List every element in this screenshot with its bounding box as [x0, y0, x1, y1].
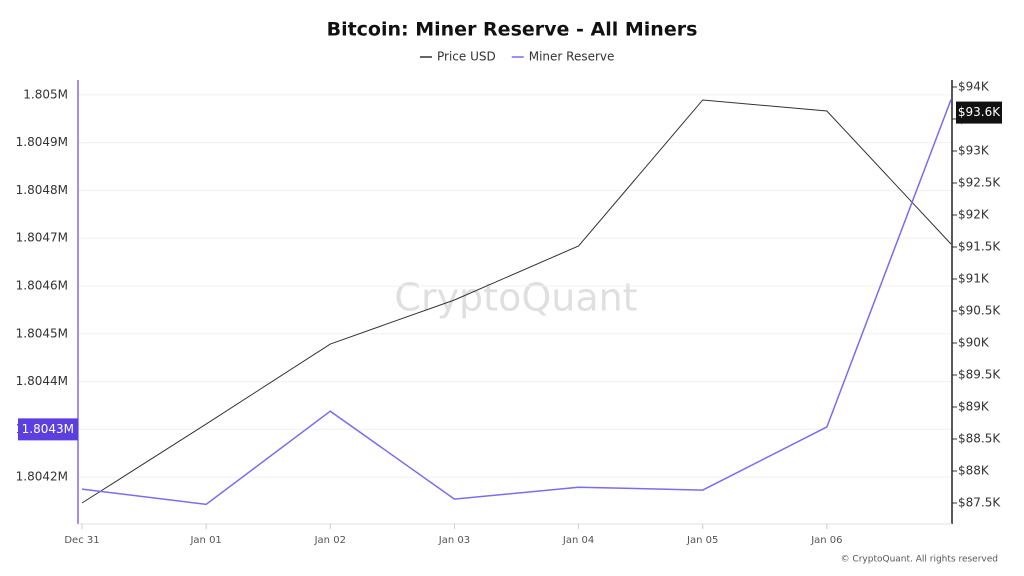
- y2-tick-label: $90K: [958, 335, 990, 349]
- chart-title: Bitcoin: Miner Reserve - All Miners: [327, 19, 698, 41]
- x-tick-label: Jan 01: [189, 535, 221, 546]
- legend-label: Price USD: [437, 50, 496, 64]
- y-tick-label: 1.8049M: [16, 135, 68, 149]
- y2-tick-label: $92K: [958, 207, 990, 221]
- y2-tick-label: $88.5K: [958, 432, 1001, 446]
- y2-tick-label: $87.5K: [958, 496, 1001, 510]
- x-tick-label: Jan 02: [314, 535, 346, 546]
- y2-tick-label: $94K: [958, 79, 990, 93]
- x-tick-label: Jan 04: [562, 535, 594, 546]
- y2-tick-label: $88K: [958, 464, 990, 478]
- y-tick-label: 1.8047M: [16, 231, 68, 245]
- axis-marker-label: $93.6K: [958, 105, 1001, 119]
- y2-tick-label: $93K: [958, 143, 990, 157]
- axis-marker-box: [956, 101, 1002, 124]
- watermark: CryptoQuant: [394, 276, 637, 320]
- legend-label: Miner Reserve: [529, 50, 615, 64]
- x-tick-label: Jan 06: [810, 535, 842, 546]
- series-line: [81, 99, 952, 506]
- y2-tick-label: $91K: [958, 271, 990, 285]
- y-tick-label: 1.805M: [23, 87, 68, 101]
- y2-tick-label: $89.5K: [958, 367, 1001, 381]
- axis-marker-label: 1.8043M: [22, 422, 74, 436]
- y-tick-label: 1.8046M: [16, 278, 68, 292]
- y-tick-label: 1.8044M: [16, 374, 68, 388]
- y2-tick-label: $91.5K: [958, 239, 1001, 253]
- x-tick-label: Jan 05: [686, 535, 718, 546]
- copyright: © CryptoQuant. All rights reserved: [841, 555, 998, 565]
- y-tick-label: 1.8042M: [16, 470, 68, 484]
- y2-tick-label: $90.5K: [958, 303, 1001, 317]
- x-tick-label: Dec 31: [64, 535, 99, 546]
- y2-tick-label: $92.5K: [958, 175, 1001, 189]
- series-line: [81, 99, 952, 504]
- y-tick-label: 1.8045M: [16, 326, 68, 340]
- y2-tick-label: $89K: [958, 399, 990, 413]
- axis-marker-box: [18, 418, 78, 441]
- y-tick-label: 1.8048M: [16, 183, 68, 197]
- x-tick-label: Jan 03: [438, 535, 470, 546]
